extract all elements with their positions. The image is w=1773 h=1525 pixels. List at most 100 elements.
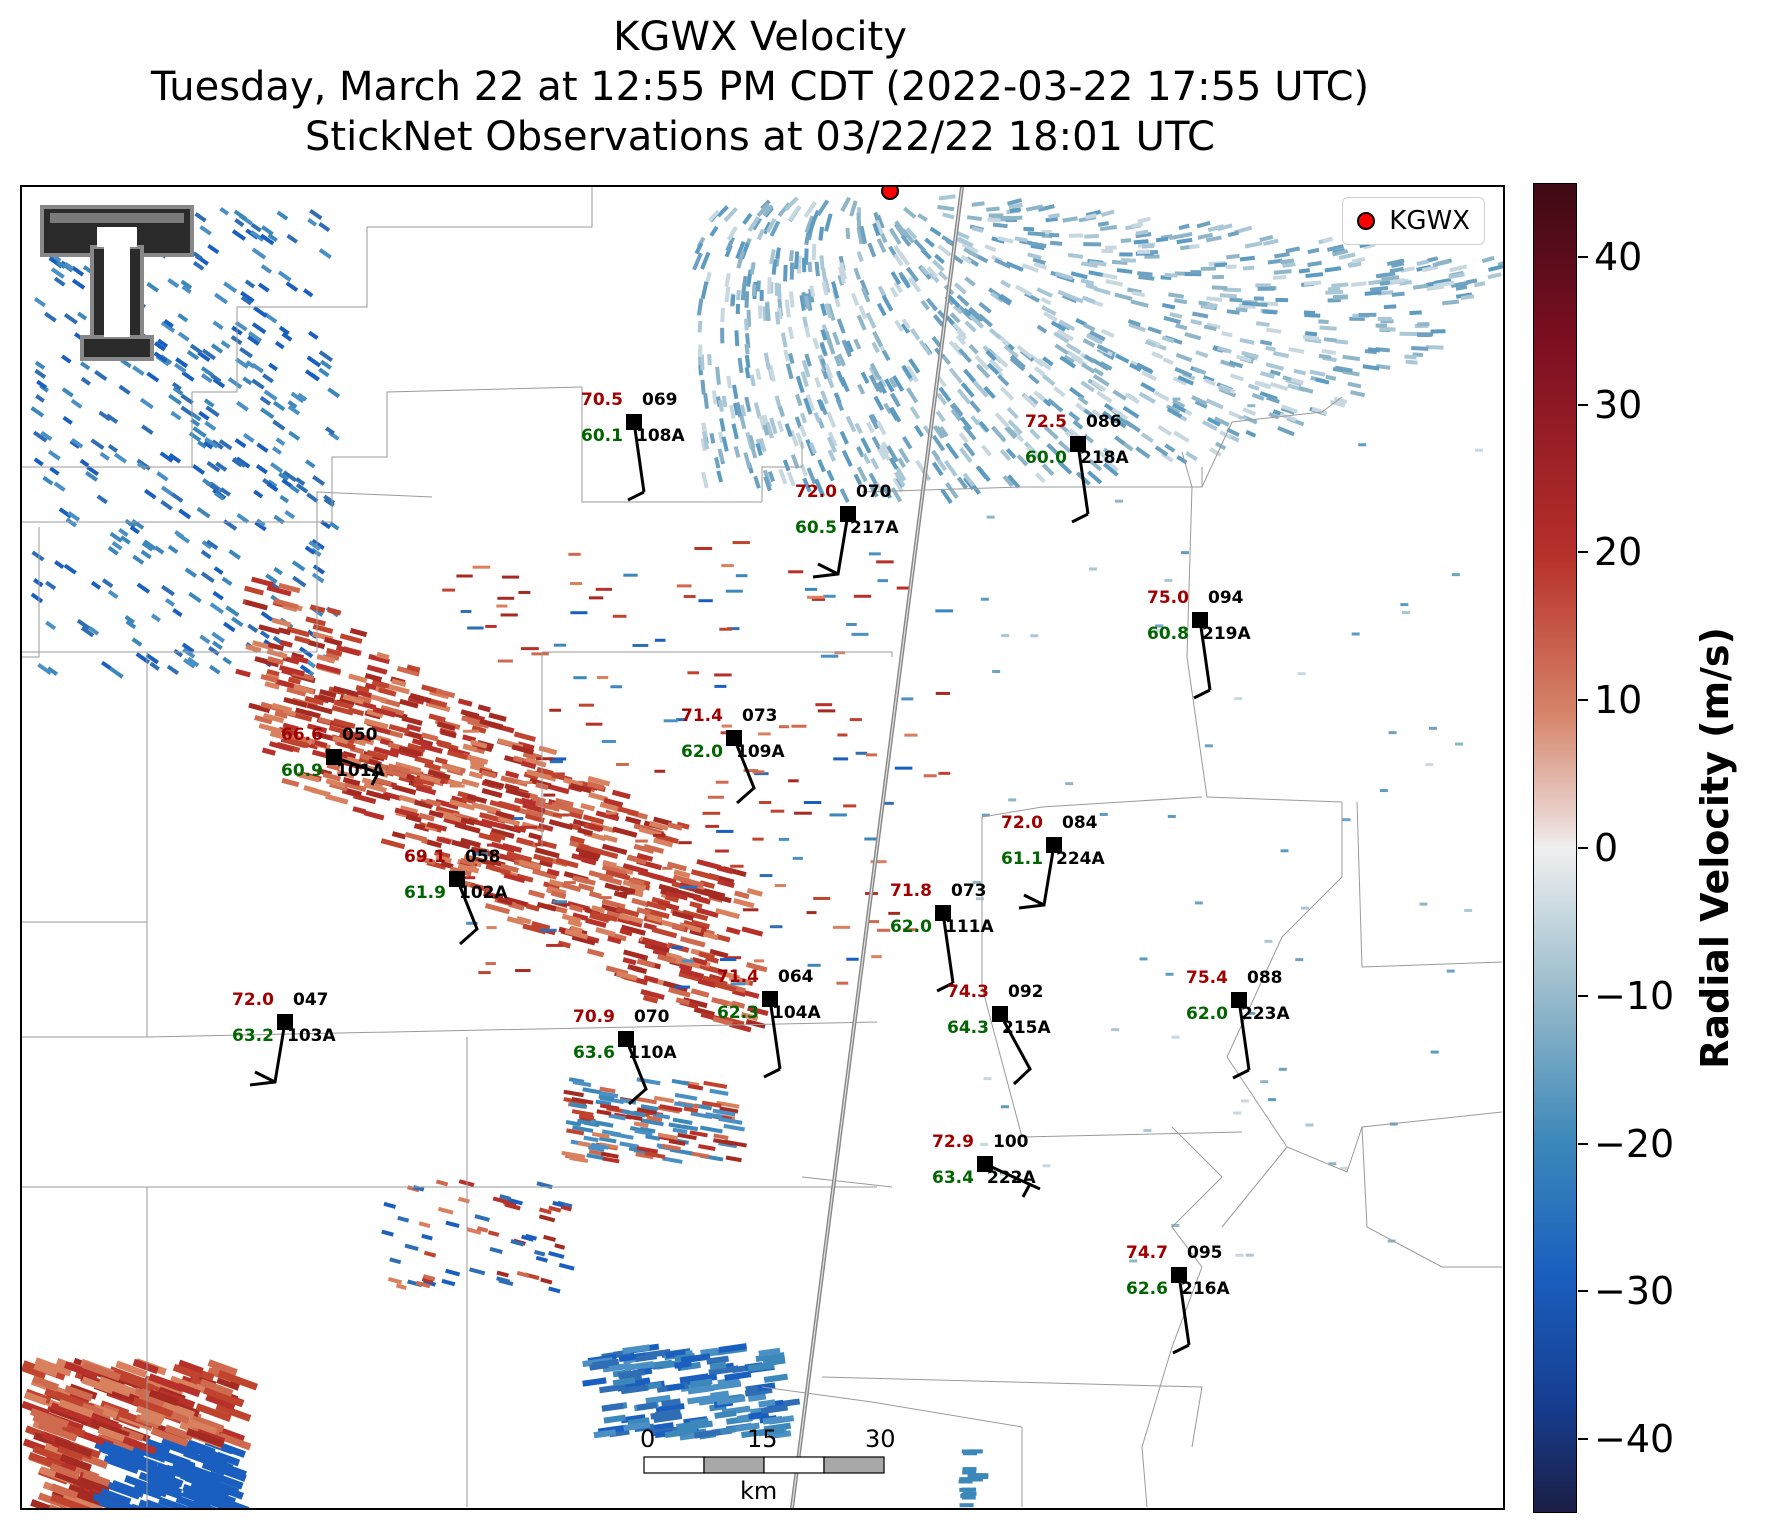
velocity-echo bbox=[956, 476, 968, 490]
velocity-echo bbox=[714, 673, 732, 677]
velocity-echo bbox=[988, 358, 1004, 373]
velocity-echo bbox=[363, 782, 387, 793]
velocity-echo bbox=[242, 376, 253, 386]
velocity-echo bbox=[744, 367, 751, 379]
velocity-echo bbox=[775, 247, 781, 259]
velocity-echo bbox=[1278, 1067, 1287, 1071]
velocity-echo bbox=[945, 442, 960, 460]
velocity-echo bbox=[819, 343, 827, 355]
velocity-echo bbox=[646, 914, 663, 923]
station-id: 102A bbox=[459, 883, 508, 903]
velocity-echo bbox=[187, 1502, 213, 1508]
velocity-echo bbox=[1048, 212, 1060, 219]
velocity-echo bbox=[808, 442, 817, 455]
velocity-echo bbox=[1204, 744, 1213, 748]
velocity-echo bbox=[338, 732, 357, 742]
velocity-echo bbox=[1075, 318, 1087, 327]
velocity-echo bbox=[763, 352, 771, 370]
velocity-echo bbox=[203, 398, 215, 408]
velocity-echo bbox=[536, 1181, 553, 1190]
wind-barb bbox=[1232, 999, 1251, 1080]
velocity-echo bbox=[1235, 307, 1248, 313]
velocity-echo bbox=[888, 457, 899, 470]
wind-barb bbox=[1193, 619, 1212, 700]
velocity-echo bbox=[1227, 230, 1239, 238]
velocity-echo bbox=[929, 226, 942, 237]
velocity-echo bbox=[454, 822, 481, 834]
velocity-echo bbox=[901, 322, 911, 334]
velocity-echo bbox=[853, 473, 863, 486]
velocity-echo bbox=[268, 362, 278, 372]
velocity-echo bbox=[157, 338, 169, 348]
radar-map[interactable]: KGWX 70.5 069 60.1 108A 72.0 070 60.5 217A 72.5 0… bbox=[20, 185, 1505, 1510]
velocity-echo bbox=[1225, 264, 1237, 270]
velocity-echo bbox=[622, 957, 637, 966]
velocity-echo bbox=[743, 769, 759, 773]
velocity-echo bbox=[578, 850, 600, 862]
velocity-echo bbox=[484, 903, 510, 915]
velocity-echo bbox=[937, 270, 949, 281]
velocity-echo bbox=[671, 1078, 690, 1086]
velocity-echo bbox=[172, 1363, 201, 1380]
velocity-echo bbox=[1389, 266, 1404, 274]
velocity-echo bbox=[153, 545, 165, 555]
velocity-echo bbox=[1070, 271, 1088, 280]
station-temperature: 71.8 bbox=[890, 881, 932, 901]
velocity-echo bbox=[283, 696, 308, 708]
velocity-echo bbox=[599, 1383, 626, 1394]
velocity-echo bbox=[1097, 221, 1110, 227]
velocity-echo bbox=[753, 475, 761, 489]
velocity-echo bbox=[1151, 351, 1164, 360]
velocity-echo bbox=[171, 382, 182, 391]
velocity-echo bbox=[476, 1226, 489, 1233]
velocity-echo bbox=[557, 940, 571, 949]
velocity-echo bbox=[956, 329, 967, 341]
velocity-echo bbox=[289, 734, 309, 744]
velocity-echo bbox=[1172, 376, 1188, 386]
velocity-echo bbox=[719, 1106, 739, 1114]
velocity-echo bbox=[635, 1353, 658, 1362]
velocity-echo bbox=[499, 1194, 512, 1201]
velocity-echo bbox=[879, 444, 891, 462]
velocity-echo bbox=[53, 481, 66, 492]
velocity-echo bbox=[409, 692, 432, 704]
station-dewpoint: 60.9 bbox=[281, 761, 323, 781]
velocity-echo bbox=[1164, 443, 1176, 453]
velocity-echo bbox=[309, 604, 326, 613]
velocity-echo bbox=[342, 750, 357, 760]
velocity-echo bbox=[462, 729, 479, 733]
velocity-echo bbox=[132, 365, 145, 376]
velocity-echo bbox=[34, 360, 46, 370]
velocity-echo bbox=[218, 439, 233, 451]
velocity-echo bbox=[752, 837, 764, 841]
velocity-echo bbox=[136, 458, 151, 471]
wind-barb bbox=[936, 912, 955, 993]
velocity-echo bbox=[535, 1255, 548, 1263]
velocity-echo bbox=[1135, 229, 1149, 236]
velocity-echo bbox=[899, 274, 911, 289]
velocity-echo bbox=[1266, 395, 1280, 404]
velocity-echo bbox=[1298, 268, 1311, 274]
velocity-echo bbox=[691, 919, 710, 930]
velocity-echo bbox=[23, 1391, 48, 1406]
velocity-echo bbox=[150, 613, 161, 623]
velocity-echo bbox=[938, 771, 951, 775]
velocity-echo bbox=[272, 419, 286, 431]
velocity-echo bbox=[47, 449, 61, 461]
velocity-echo bbox=[1034, 472, 1046, 484]
velocity-echo bbox=[217, 1370, 258, 1391]
velocity-echo bbox=[769, 925, 783, 929]
velocity-echo bbox=[839, 430, 849, 445]
velocity-echo bbox=[679, 967, 705, 980]
velocity-echo bbox=[832, 925, 851, 929]
velocity-echo bbox=[865, 753, 877, 757]
velocity-echo bbox=[1082, 338, 1096, 348]
velocity-echo bbox=[1416, 259, 1429, 266]
velocity-echo bbox=[434, 798, 459, 810]
station-marker bbox=[812, 506, 856, 579]
velocity-echo bbox=[746, 962, 768, 973]
velocity-echo bbox=[999, 448, 1012, 462]
velocity-echo bbox=[1307, 247, 1320, 255]
velocity-echo bbox=[1460, 294, 1475, 301]
velocity-echo bbox=[985, 349, 997, 362]
